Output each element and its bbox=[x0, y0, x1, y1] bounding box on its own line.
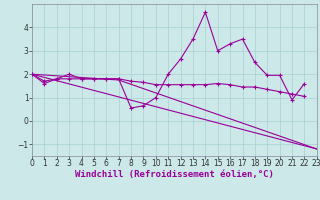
X-axis label: Windchill (Refroidissement éolien,°C): Windchill (Refroidissement éolien,°C) bbox=[75, 170, 274, 179]
